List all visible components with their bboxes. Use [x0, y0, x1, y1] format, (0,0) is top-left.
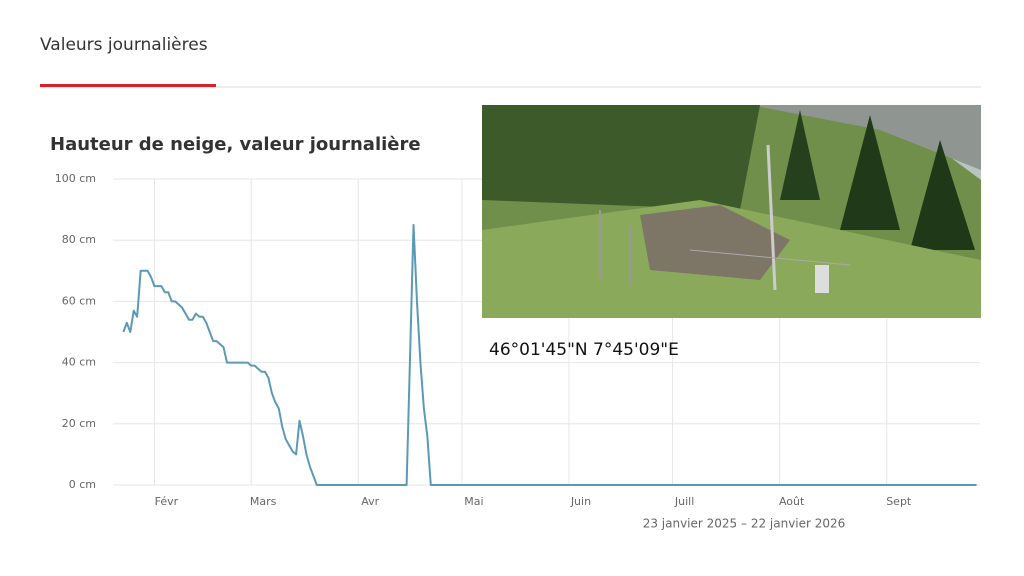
- x-tick-label: Août: [779, 495, 805, 508]
- y-tick-label: 60 cm: [62, 294, 96, 307]
- y-tick-label: 0 cm: [69, 478, 96, 491]
- x-tick-label: Juin: [570, 495, 591, 508]
- tab-title[interactable]: Valeurs journalières: [40, 35, 208, 55]
- coordinates: 46°01'45"N 7°45'09"E: [489, 340, 679, 360]
- x-tick-label: Févr: [155, 495, 179, 508]
- date-range: 23 janvier 2025 – 22 janvier 2026: [643, 517, 846, 531]
- photo: [482, 105, 981, 318]
- tab-underline: [40, 84, 216, 87]
- y-tick-label: 80 cm: [62, 233, 96, 246]
- x-tick-label: Mars: [250, 495, 277, 508]
- y-tick-label: 100 cm: [55, 172, 96, 185]
- data-line: [122, 223, 977, 486]
- x-tick-label: Mai: [464, 495, 483, 508]
- x-tick-label: Sept: [886, 495, 912, 508]
- y-tick-label: 40 cm: [62, 356, 96, 369]
- y-tick-label: 20 cm: [62, 417, 96, 430]
- x-tick-label: Juill: [674, 495, 694, 508]
- chart-title: Hauteur de neige, valeur journalière: [50, 134, 421, 155]
- x-tick-label: Avr: [361, 495, 379, 508]
